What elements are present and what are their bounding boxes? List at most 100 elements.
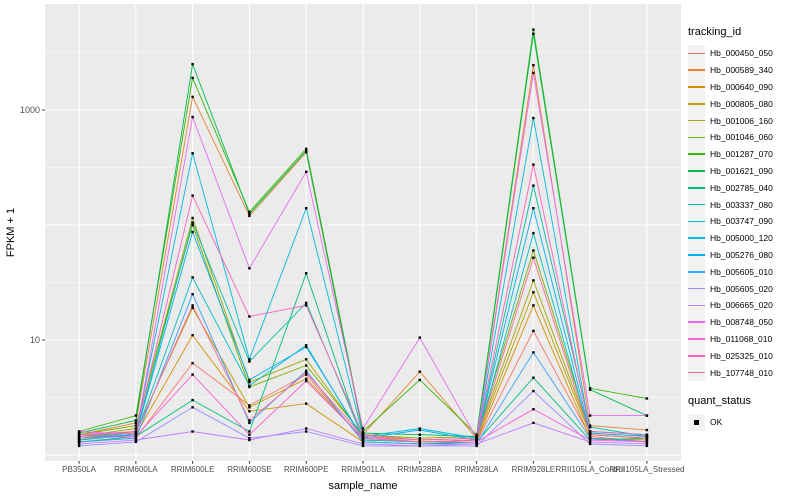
data-point — [191, 293, 194, 296]
legend-item-label: Hb_107748_010 — [710, 367, 773, 378]
data-point — [77, 430, 81, 433]
data-point — [305, 364, 308, 367]
data-point — [588, 440, 592, 444]
data-point — [588, 433, 592, 436]
legend-key-box — [688, 145, 705, 163]
legend-item-Hb_005276_080: Hb_005276_080 — [688, 246, 800, 264]
data-point — [305, 301, 308, 305]
data-point — [645, 438, 649, 442]
data-point — [532, 64, 535, 67]
series-color-line-icon — [688, 371, 705, 374]
data-point — [532, 231, 535, 235]
data-point — [248, 406, 251, 409]
legend-quant-status: quant_status OK — [688, 395, 800, 431]
legend-key-box — [688, 246, 705, 264]
legend-item-label: Hb_005605_010 — [710, 266, 773, 277]
legend-item-Hb_000805_080: Hb_000805_080 — [688, 95, 800, 113]
data-point — [475, 440, 478, 444]
legend-key-box — [688, 95, 705, 113]
data-point — [134, 438, 138, 442]
data-point — [588, 431, 592, 435]
series-color-line-icon — [688, 119, 705, 122]
series-color-line-icon — [688, 270, 705, 273]
legend-key-box — [688, 263, 705, 281]
data-point — [77, 442, 81, 446]
data-point — [361, 431, 365, 435]
series-color-line-icon — [688, 254, 705, 256]
legend-key-box — [688, 128, 705, 146]
series-color-line-icon — [688, 304, 705, 307]
data-point — [248, 267, 251, 270]
legend-item-Hb_001287_070: Hb_001287_070 — [688, 145, 800, 163]
data-point — [532, 304, 535, 307]
legend-item-Hb_008748_050: Hb_008748_050 — [688, 313, 800, 331]
data-point — [645, 397, 649, 400]
legend-item-label: Hb_011068_010 — [710, 333, 773, 344]
point-square-icon — [694, 420, 699, 425]
legend-key-box — [688, 413, 705, 431]
data-point — [191, 361, 194, 365]
legend-item-label: Hb_005605_020 — [710, 283, 773, 294]
data-point — [361, 433, 365, 436]
data-point — [475, 444, 478, 448]
data-point — [532, 207, 535, 210]
legend-item-Hb_005000_120: Hb_005000_120 — [688, 229, 800, 247]
data-point — [77, 431, 81, 435]
legend-key-box — [688, 162, 705, 180]
data-point — [418, 428, 421, 432]
legend-key-box — [688, 364, 705, 382]
data-point — [248, 421, 251, 425]
y-tick-label: 10 — [30, 335, 40, 345]
data-point — [191, 276, 194, 279]
data-point — [305, 379, 308, 383]
x-tick-label: RRIM600LA — [114, 465, 158, 474]
legend-key-box — [688, 229, 705, 247]
data-point — [361, 435, 365, 438]
legend-key-box — [688, 313, 705, 331]
legend-item-label: OK — [710, 417, 723, 428]
data-point — [248, 437, 251, 440]
legend-item-label: Hb_005000_120 — [710, 233, 773, 244]
data-point — [191, 304, 194, 307]
data-point — [645, 440, 649, 444]
data-point — [588, 437, 592, 440]
legend-item-Hb_003337_080: Hb_003337_080 — [688, 196, 800, 214]
data-point — [361, 437, 365, 440]
legend-item-label: Hb_003337_080 — [710, 199, 773, 210]
data-point — [134, 424, 138, 427]
data-point — [645, 435, 649, 438]
data-point — [532, 256, 535, 259]
data-point — [532, 163, 535, 166]
legend-item-label: Hb_005276_080 — [710, 249, 773, 260]
legend-item-Hb_107748_010: Hb_107748_010 — [688, 364, 800, 382]
y-axis-title: FPKM + 1 — [5, 208, 17, 257]
series-color-line-icon — [688, 220, 705, 223]
legend-key-box — [688, 280, 705, 298]
data-point — [134, 427, 138, 430]
data-point — [475, 437, 478, 440]
legend-key-box — [688, 44, 705, 62]
legend-panel: tracking_id Hb_000450_050 Hb_000589_340 Hb… — [688, 26, 800, 431]
data-point — [532, 32, 535, 35]
series-color-line-icon — [688, 69, 705, 72]
data-point — [77, 435, 81, 438]
data-point — [191, 216, 194, 220]
series-color-line-icon — [688, 170, 705, 172]
series-color-line-icon — [688, 153, 705, 156]
legend-item-label: Hb_025325_010 — [710, 350, 773, 361]
legend-item-label: Hb_000450_050 — [710, 48, 773, 59]
data-point — [134, 419, 138, 422]
data-point — [134, 435, 138, 438]
x-tick-label: RRIM600PE — [284, 465, 328, 474]
data-point — [418, 440, 421, 444]
data-point — [361, 427, 365, 430]
legend-item-ok: OK — [688, 413, 800, 431]
data-point — [305, 170, 308, 173]
data-point — [191, 223, 194, 227]
data-point — [248, 212, 251, 216]
data-point — [305, 430, 308, 433]
data-point — [305, 377, 308, 380]
data-point — [191, 221, 194, 224]
legend-item-Hb_001006_160: Hb_001006_160 — [688, 112, 800, 130]
legend-key-box — [688, 179, 705, 197]
